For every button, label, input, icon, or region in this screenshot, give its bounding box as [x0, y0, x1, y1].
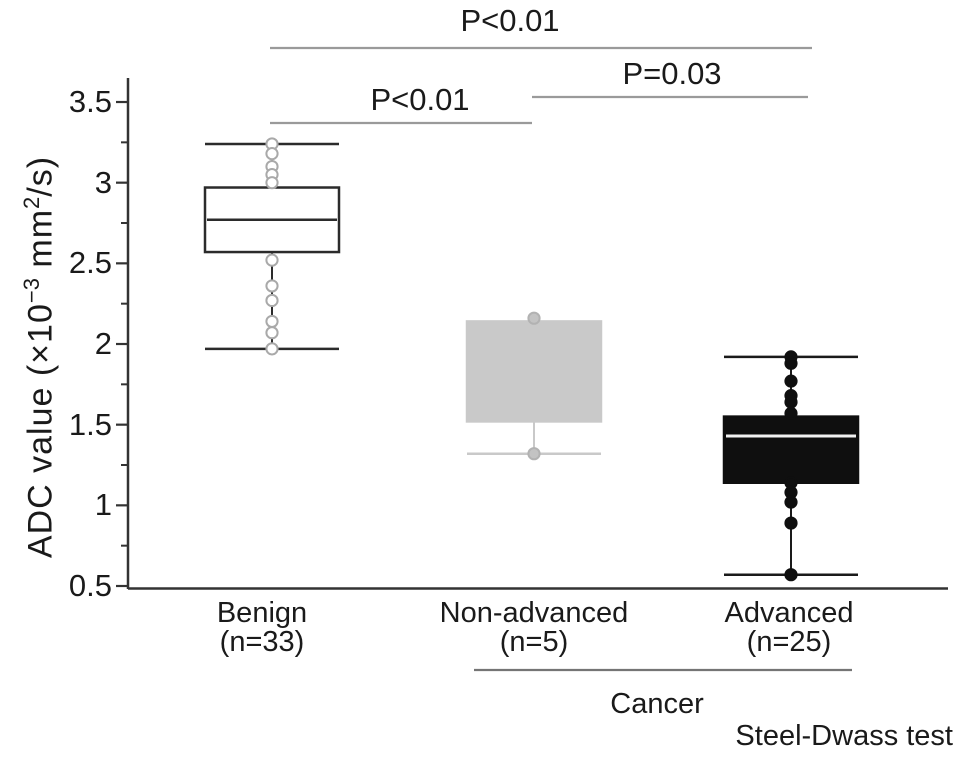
- group-label-non-advanced: Non-advanced: [439, 597, 629, 629]
- statistical-test-label: Steel-Dwass test: [735, 720, 953, 752]
- data-point-benign-6: [265, 279, 279, 293]
- y-tick-label-3.5: 3.5: [68, 84, 112, 119]
- significance-label-2: P<0.01: [370, 82, 470, 117]
- significance-label-0: P<0.01: [460, 3, 560, 38]
- y-tick-label-1: 1: [94, 487, 112, 523]
- y-tick-label-2.5: 2.5: [68, 245, 112, 281]
- y-tick-label-0.5: 0.5: [68, 568, 112, 603]
- data-point-benign-9: [265, 326, 279, 340]
- group-n-label-advanced: (n=25): [746, 626, 832, 658]
- group-label-advanced: Advanced: [724, 597, 854, 629]
- data-point-advanced-1: [784, 356, 798, 370]
- data-point-non-advanced-1: [527, 447, 541, 461]
- data-point-advanced-4: [784, 395, 798, 409]
- y-tick-label-2: 2: [94, 326, 112, 361]
- box-advanced: [722, 415, 860, 484]
- group-label-benign: Benign: [216, 597, 308, 629]
- data-point-advanced-2: [784, 374, 798, 388]
- data-point-advanced-8: [784, 495, 798, 509]
- data-point-benign-8: [265, 314, 279, 329]
- data-point-benign-4: [265, 176, 279, 190]
- cancer-bracket-label: Cancer: [610, 688, 704, 720]
- significance-label-1: P=0.03: [622, 56, 722, 91]
- y-axis-label-sup-exp: −3: [19, 278, 44, 304]
- y-tick-label-3: 3: [94, 164, 112, 200]
- data-point-advanced-10: [784, 568, 798, 582]
- data-point-benign-7: [265, 293, 279, 308]
- data-point-non-advanced-0: [527, 311, 541, 325]
- group-n-label-non-advanced: (n=5): [499, 626, 569, 658]
- data-point-benign-10: [265, 342, 279, 356]
- data-point-advanced-5: [784, 406, 798, 420]
- group-n-label-benign: (n=33): [219, 626, 305, 658]
- y-tick-label-1.5: 1.5: [68, 406, 112, 442]
- data-point-advanced-9: [784, 516, 798, 530]
- data-point-benign-1: [265, 147, 279, 161]
- data-point-benign-5: [265, 253, 279, 267]
- box-non-advanced: [465, 320, 603, 423]
